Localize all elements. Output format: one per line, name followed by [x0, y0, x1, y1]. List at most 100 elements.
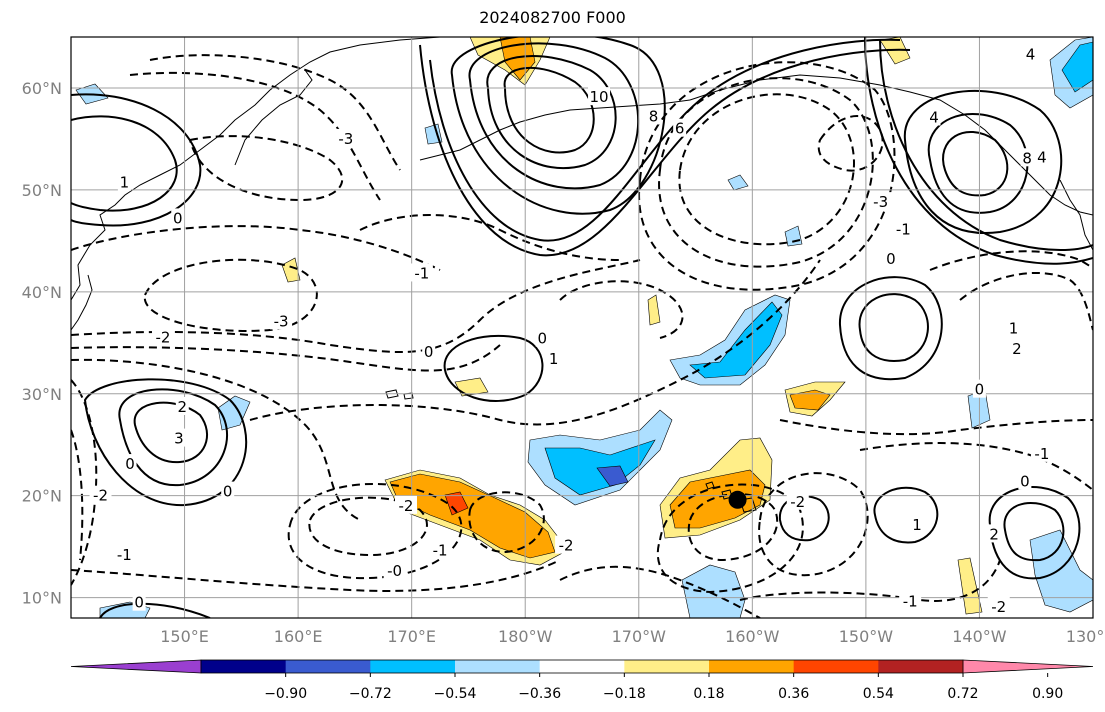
- lat-tick-label: 50°N: [22, 181, 62, 200]
- contour-label: -1: [896, 221, 911, 239]
- contour-pos-ak-high-1: [942, 130, 1009, 197]
- colorbar-segment: [539, 660, 625, 673]
- contour-label-bg: [535, 328, 549, 347]
- contour-neg-8: [308, 496, 428, 557]
- contour-neg-29: [559, 565, 761, 618]
- contour-label: -2: [155, 329, 170, 347]
- colorbar-segment: [285, 660, 371, 673]
- shade-blue-southeast: [1029, 529, 1093, 613]
- contour-label: -2: [790, 493, 805, 511]
- contour-label: 4: [929, 109, 939, 127]
- shade-yellow-small-1: [281, 257, 301, 283]
- contour-label-bg: [1018, 471, 1032, 490]
- contour-label: -1: [117, 546, 132, 564]
- contour-label-bg: [972, 379, 986, 398]
- coastlines: [71, 37, 1093, 513]
- colorbar-segment: [455, 660, 541, 673]
- colorbar-outline: [200, 659, 964, 674]
- contour-label: 0: [424, 343, 434, 361]
- contour-label-bg: [910, 515, 924, 534]
- colorbar-tick-label: 0.36: [778, 686, 809, 702]
- contour-neg-7: [71, 358, 361, 521]
- contour-pos-north-high-3: [468, 42, 640, 190]
- contour-label: 0: [125, 455, 135, 473]
- colorbar-segment: [624, 660, 710, 673]
- coastline-alaska: [689, 74, 1093, 216]
- colorbar-tick-label: −0.72: [349, 686, 392, 702]
- plot-frame: [70, 36, 1094, 619]
- contour-label: -1: [903, 593, 918, 611]
- plot-area: 10864448-3-3-1010-1-3-20011200-22300-2-1…: [71, 37, 1093, 618]
- contour-label-bg: [892, 219, 915, 238]
- contour-label-bg: [786, 491, 809, 510]
- colorbar-extend-high: [962, 659, 1094, 674]
- shade-orange-east: [789, 389, 831, 411]
- coastline-mid-island: [385, 389, 399, 399]
- contour-label: -3: [338, 130, 353, 148]
- lat-tick-label: 40°N: [22, 283, 62, 302]
- contour-label: -2: [559, 537, 574, 555]
- contour-neg-22: [188, 135, 344, 202]
- shade-blue-small-1: [727, 174, 749, 191]
- colorbar-segment: [370, 660, 456, 673]
- contour-label: -1: [1034, 445, 1049, 463]
- contour-label-bg: [221, 481, 235, 500]
- contour-label: -2: [399, 497, 414, 515]
- lon-tick-label: 170°W: [612, 627, 667, 646]
- contour-label-bg: [884, 249, 898, 268]
- shade-orange-north: [499, 37, 536, 81]
- contour-label-bg: [1024, 44, 1038, 63]
- contour-label-bg: [175, 396, 189, 415]
- contour-neg-19: [929, 250, 1093, 271]
- contour-neg-26: [249, 259, 821, 426]
- contour-pos-west-high-3: [83, 378, 248, 507]
- contour-label: 10: [589, 88, 608, 106]
- contour-label-bg: [673, 118, 687, 137]
- contour-label: 1: [1009, 320, 1019, 338]
- lat-tick-label: 30°N: [22, 385, 62, 404]
- colorbar-tick-label: −0.18: [603, 686, 646, 702]
- contour-label: 2: [178, 398, 188, 416]
- colorbar-segment: [793, 660, 879, 673]
- colorbar-tick-label: −0.54: [434, 686, 477, 702]
- contour-label: 0: [975, 381, 985, 399]
- contour-label: 2: [989, 525, 999, 543]
- coastline-aleutians: [419, 99, 691, 161]
- colorbar-tick-label: −0.90: [264, 686, 307, 702]
- contour-neg-27: [71, 379, 98, 586]
- contour-label-bg: [588, 87, 611, 106]
- lon-tick-label: 150°W: [839, 627, 894, 646]
- contour-neg-9: [287, 482, 463, 580]
- contour-neg-16: [859, 442, 1093, 491]
- contour-label-bg: [410, 263, 433, 282]
- colorbar-segment: [878, 660, 964, 673]
- contour-neg-5: [71, 259, 641, 354]
- position-marker: [728, 490, 747, 509]
- contour-pos-north-high-2: [486, 55, 617, 170]
- coastline-hawaii-1: [705, 481, 715, 490]
- contour-pos-nw-high-2: [71, 93, 202, 227]
- contour-neg-4: [143, 258, 318, 332]
- lon-tick-label: 140°W: [952, 627, 1007, 646]
- contour-label: 0: [223, 483, 233, 501]
- contour-neg-1: [678, 93, 855, 246]
- contour-label: 1: [912, 516, 922, 534]
- contour-label-bg: [422, 341, 436, 360]
- contour-label-bg: [1020, 148, 1034, 167]
- contour-label-bg: [270, 311, 293, 330]
- contour-label-bg: [547, 349, 561, 368]
- contour-neg-30: [817, 115, 884, 172]
- coastline-kamchatka: [234, 69, 313, 166]
- longitude-ticks: 150°E 160°E 170°E 180°W 170°W 160°W 150°W 140°W…: [160, 627, 1105, 646]
- contour-label: -3: [274, 312, 289, 330]
- contour-neg-10: [71, 559, 561, 592]
- contour-label-bg: [383, 561, 406, 580]
- contour-label-bg: [1010, 338, 1024, 357]
- contour-pos-west-high-2: [118, 388, 229, 487]
- coastline-hawaii-3: [739, 497, 757, 513]
- contour-label-bg: [151, 327, 174, 346]
- lon-tick-label: 160°E: [274, 627, 323, 646]
- lat-tick-label: 60°N: [22, 79, 62, 98]
- map-title: 2024082700 F000: [479, 8, 626, 27]
